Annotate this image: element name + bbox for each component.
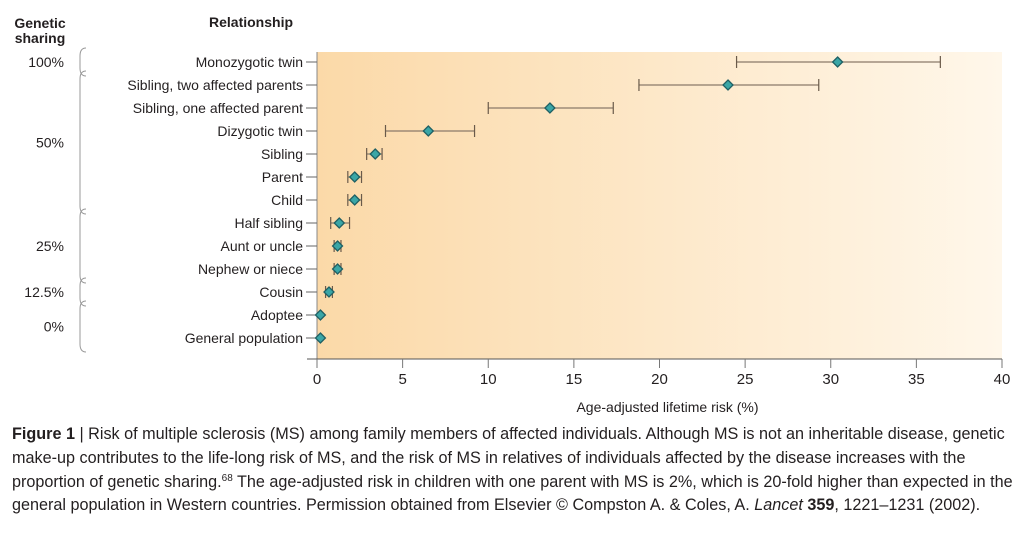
x-tick-label: 0	[313, 371, 321, 388]
y-tick-label: Dizygotic twin	[217, 123, 303, 139]
y-tick-label: Nephew or niece	[198, 261, 303, 277]
x-tick-label: 10	[480, 371, 497, 388]
group-brace	[79, 70, 87, 215]
data-point-diamond	[722, 79, 734, 91]
y-tick-label: Parent	[262, 169, 303, 185]
journal-volume: 359	[807, 496, 835, 515]
figure-label: Figure 1	[12, 425, 75, 443]
y-tick-label: Child	[271, 192, 303, 208]
data-point-diamond	[543, 102, 556, 114]
y-tick-label: Aunt or uncle	[221, 238, 304, 254]
genetic-sharing-label: 12.5%	[24, 284, 64, 300]
x-tick-label: 25	[737, 371, 754, 388]
sharing-groups: 100% 50% 25% 12.5% 0%	[24, 47, 87, 353]
y-tick-label: Sibling, one affected parent	[133, 100, 303, 116]
caption-separator: |	[74, 425, 89, 443]
plot-background	[317, 52, 1002, 359]
data-point-diamond	[323, 286, 335, 298]
group-brace	[79, 47, 87, 77]
caption-text-part2: The age-adjusted risk in children with o…	[12, 472, 1013, 515]
genetic-sharing-label: 100%	[28, 54, 64, 70]
genetic-sharing-label: 0%	[44, 319, 64, 335]
data-point-diamond	[831, 56, 844, 68]
genetic-sharing-label: 50%	[36, 135, 64, 151]
data-point-diamond	[333, 217, 346, 229]
y-tick-label: Cousin	[259, 284, 303, 300]
data-point-diamond	[348, 171, 361, 183]
x-tick-label: 20	[651, 371, 668, 388]
y-tick-label: General population	[185, 330, 303, 346]
relationship-header: Relationship	[209, 14, 293, 30]
data-point-diamond	[331, 263, 344, 275]
data-point-diamond	[314, 309, 327, 321]
y-axis-labels: Monozygotic twin Sibling, two affected pa…	[127, 52, 318, 359]
data-point-diamond	[369, 148, 382, 160]
journal-name: Lancet	[754, 496, 803, 515]
x-axis: 0 5 10 15 20 25 30 35 40	[307, 358, 1011, 388]
genetic-sharing-header-line1: Genetic	[14, 15, 66, 31]
y-tick-label: Monozygotic twin	[196, 54, 303, 70]
data-point-diamond	[314, 332, 327, 344]
group-brace	[79, 277, 87, 307]
genetic-sharing-label: 25%	[36, 238, 64, 254]
journal-pages: , 1221–1231 (2002).	[834, 496, 981, 515]
x-tick-label: 40	[994, 371, 1011, 388]
caption-text-part1: Risk of multiple sclerosis (MS) among fa…	[12, 425, 1005, 491]
forest-plot: Genetic sharing Relationship 100%50%25%1…	[14, 14, 1011, 415]
y-tick-label: Half sibling	[235, 215, 303, 231]
x-axis-label: Age-adjusted lifetime risk (%)	[576, 399, 758, 415]
y-tick-label: Sibling	[261, 146, 303, 162]
x-tick-label: 35	[908, 371, 925, 388]
genetic-sharing-header-line2: sharing	[15, 30, 66, 46]
figure-caption: Figure 1 | Risk of multiple sclerosis (M…	[12, 423, 1017, 518]
data-point-diamond	[331, 240, 344, 252]
group-brace	[79, 300, 87, 353]
data-marks	[314, 56, 941, 344]
data-point-diamond	[422, 125, 435, 137]
y-tick-label: Adoptee	[251, 307, 303, 323]
x-tick-label: 30	[822, 371, 839, 388]
x-tick-label: 15	[566, 371, 583, 388]
group-brace	[79, 208, 87, 284]
reference-superscript: 68	[221, 472, 233, 484]
y-tick-label: Sibling, two affected parents	[127, 77, 303, 93]
data-point-diamond	[348, 194, 361, 206]
x-tick-label: 5	[398, 371, 406, 388]
